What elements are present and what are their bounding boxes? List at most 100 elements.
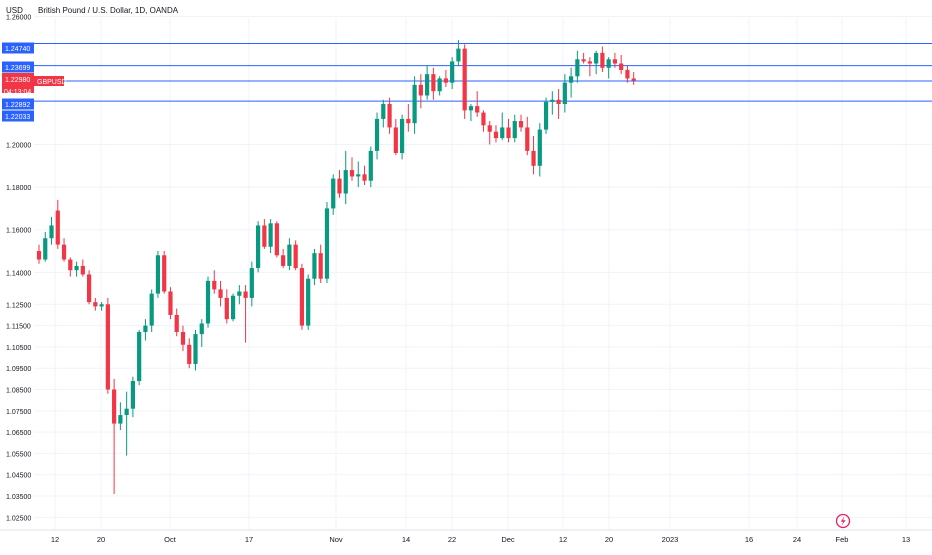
price-label-box [2, 61, 34, 73]
candle [450, 57, 455, 90]
candle-body [293, 244, 298, 269]
price-tick-label: 1.14000 [6, 270, 31, 277]
candle-body [306, 278, 311, 326]
time-tick-label: 17 [245, 535, 253, 544]
candle [381, 99, 386, 128]
price-label: 1.24740 [5, 46, 30, 53]
price-tick-label: 1.04500 [6, 473, 31, 480]
candle-body [243, 291, 248, 298]
candle [124, 391, 129, 456]
candle-body [124, 408, 129, 416]
candle-body [174, 314, 179, 332]
candle-body [199, 323, 204, 335]
candle [299, 263, 305, 330]
candle-body [437, 78, 442, 92]
candle-body [36, 251, 42, 260]
symbol-tag: GBPUSD [37, 79, 67, 86]
price-tick-label: 1.18000 [6, 185, 31, 192]
candle-body [349, 170, 355, 177]
candle-body [475, 106, 480, 113]
candle-body [262, 225, 267, 247]
candle [475, 91, 480, 117]
candle [437, 76, 442, 96]
candle-body [43, 238, 48, 260]
candle [55, 199, 60, 249]
time-tick-label: Feb [836, 535, 849, 544]
candle-body [80, 265, 85, 275]
countdown-timer: 04:13:04 [4, 89, 31, 96]
candle [631, 72, 636, 85]
candle [456, 40, 461, 66]
time-tick-label: 2023 [662, 535, 679, 544]
candle-body [162, 255, 167, 292]
candle-body [631, 78, 636, 81]
candle [105, 297, 110, 394]
candle [562, 74, 567, 113]
candle-body [180, 331, 186, 345]
candle [343, 150, 348, 205]
time-axis[interactable]: 12 20 Oct 17 Nov 14 22 Dec 12 20 2023 16 24 Feb 13 [51, 535, 910, 544]
candle [193, 329, 198, 371]
candle [180, 325, 186, 352]
candle [274, 221, 279, 258]
candle-body [187, 344, 192, 364]
price-label: 1.22980 [5, 77, 30, 84]
candle [43, 231, 48, 262]
candle [168, 287, 173, 320]
candle [162, 251, 167, 294]
candle-body [368, 150, 373, 181]
candle [550, 91, 555, 115]
candle [312, 248, 317, 286]
candle-body [468, 106, 474, 111]
candle [143, 319, 148, 341]
candle-body [500, 127, 505, 139]
candle-body [512, 121, 517, 139]
candle [262, 219, 267, 249]
candle-body [237, 291, 242, 296]
candle [74, 261, 79, 277]
price-tick-label: 1.07500 [6, 409, 31, 416]
candle-body [619, 63, 624, 70]
candle-body [137, 331, 142, 381]
candle-body [168, 291, 173, 315]
price-axis[interactable]: 1.26000 1.20000 1.18000 1.16000 1.14000 1.125… [0, 0, 34, 530]
candle [356, 161, 361, 188]
price-tick-label: 1.16000 [6, 228, 31, 235]
candle-body [230, 295, 236, 320]
candle [612, 52, 618, 68]
candle [306, 274, 311, 330]
candle-body [205, 280, 211, 324]
price-tick-label: 1.06500 [6, 430, 31, 437]
candle-body [99, 304, 104, 307]
candle-body [387, 104, 392, 128]
candle-body [443, 78, 448, 83]
candle-body [86, 274, 92, 303]
candle [268, 219, 273, 254]
candle-body [518, 121, 524, 128]
candle-body [299, 268, 305, 326]
candle-body [268, 223, 273, 247]
candle-body [287, 244, 292, 266]
lightning-icon[interactable] [835, 513, 851, 529]
candle [281, 248, 286, 269]
candle-body [337, 178, 342, 194]
candle [512, 114, 517, 143]
price-tick-label: 1.09500 [6, 366, 31, 373]
candle [149, 289, 154, 332]
horizontal-levels [34, 42, 932, 102]
candle [256, 221, 261, 273]
time-tick-label: 14 [402, 535, 410, 544]
candle [518, 114, 524, 132]
candle [581, 52, 586, 64]
candle-body [418, 84, 423, 96]
candle [537, 123, 542, 177]
candle [556, 89, 561, 119]
candle-body [487, 125, 492, 132]
candle-body [556, 99, 561, 105]
candle-body [362, 174, 367, 181]
price-tick-label: 1.03500 [6, 494, 31, 501]
candle [318, 244, 323, 283]
time-tick-label: 24 [793, 535, 801, 544]
candle-body [543, 101, 549, 130]
